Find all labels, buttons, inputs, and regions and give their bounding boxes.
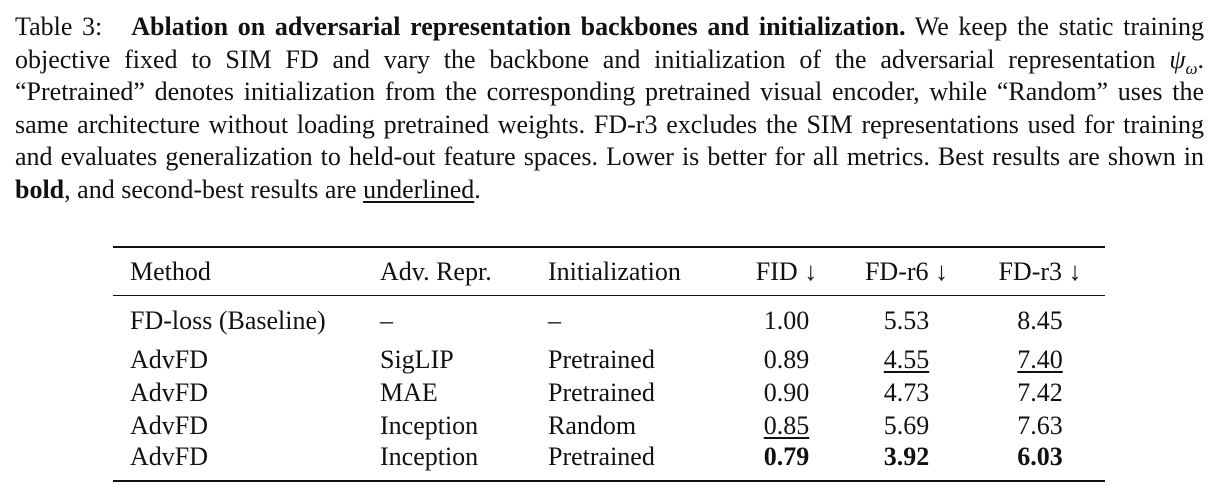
- table-row: Method Adv. Repr. Initialization FID ↓ FD-r6…: [113, 247, 1105, 296]
- table-row: FD-loss (Baseline) – – 1.00 5.53 8.45: [113, 296, 1105, 344]
- table-cell: FD-r3 ↓: [998, 257, 1082, 286]
- table-cell: SigLIP: [380, 345, 454, 374]
- table-cell: Pretrained: [548, 345, 655, 374]
- caption-text: We keep the static training objective fi…: [15, 12, 1204, 74]
- caption-text: , and second-best results are: [64, 174, 357, 204]
- table-cell: Initialization: [548, 257, 681, 286]
- table-cell: AdvFD: [130, 378, 209, 407]
- table-cell: Adv. Repr.: [380, 257, 492, 286]
- table-row: AdvFD Inception Pretrained 0.79 3.92 6.03: [113, 442, 1105, 481]
- table-cell: MAE: [380, 378, 438, 407]
- table-cell: 7.42: [1017, 378, 1063, 407]
- caption-bold-word: bold: [15, 174, 65, 204]
- table-cell: AdvFD: [130, 442, 209, 471]
- math-symbol: ψ: [1169, 44, 1186, 74]
- table-cell: 1.00: [763, 306, 810, 335]
- caption-title: Ablation on adversarial representation b…: [131, 12, 906, 41]
- table-cell: Inception: [380, 442, 479, 471]
- table-row: AdvFD Inception Random 0.85 5.69 7.63: [113, 409, 1105, 442]
- table-cell: –: [548, 306, 561, 335]
- table-cell: 0.79: [763, 442, 810, 471]
- table-cell: 5.69: [883, 411, 930, 440]
- table-cell: FID ↓: [755, 257, 818, 286]
- table-cell: 6.03: [1017, 442, 1063, 471]
- table-cell: 0.85: [763, 411, 810, 440]
- table-cell: 5.53: [883, 306, 930, 335]
- table-cell: 0.89: [763, 345, 810, 374]
- table-body: AdvFD SigLIP Pretrained 0.89 4.55 7.40 AdvFD MA…: [113, 343, 1105, 481]
- caption-text: .: [474, 174, 481, 204]
- table-cell: Pretrained: [548, 378, 655, 407]
- table-cell: 3.92: [883, 442, 930, 471]
- caption-underlined-word: underlined: [363, 174, 475, 204]
- table-cell: FD-r6 ↓: [864, 257, 949, 286]
- table-cell: 4.55: [883, 345, 930, 374]
- table-cell: Method: [130, 257, 211, 286]
- table-cell: 0.90: [763, 378, 810, 407]
- table-cell: 7.40: [1017, 345, 1063, 374]
- table-cell: 8.45: [1017, 306, 1063, 335]
- table-row: AdvFD MAE Pretrained 0.90 4.73 7.42: [113, 376, 1105, 409]
- results-table: Method Adv. Repr. Initialization FID ↓ FD-r6…: [113, 246, 1105, 482]
- table-baseline: FD-loss (Baseline) – – 1.00 5.53 8.45: [113, 296, 1105, 344]
- table-cell: –: [380, 306, 393, 335]
- table-cell: 4.73: [883, 378, 930, 407]
- table-row: AdvFD SigLIP Pretrained 0.89 4.55 7.40: [113, 343, 1105, 376]
- math-subscript: ω: [1185, 58, 1198, 78]
- table-caption: Table 3: Ablation on adversarial represe…: [15, 11, 1204, 207]
- table-cell: Random: [548, 411, 637, 440]
- table-cell: Pretrained: [548, 442, 655, 471]
- caption-label: Table 3:: [15, 12, 103, 41]
- table-cell: AdvFD: [130, 345, 209, 374]
- table-header: Method Adv. Repr. Initialization FID ↓ FD-r6…: [113, 247, 1105, 296]
- table-cell: FD-loss (Baseline): [130, 306, 326, 335]
- table-cell: Inception: [380, 411, 479, 440]
- table-cell: 7.63: [1017, 411, 1063, 440]
- caption-text: . “Pretrained” denotes initialization fr…: [15, 44, 1204, 172]
- table-cell: AdvFD: [130, 411, 209, 440]
